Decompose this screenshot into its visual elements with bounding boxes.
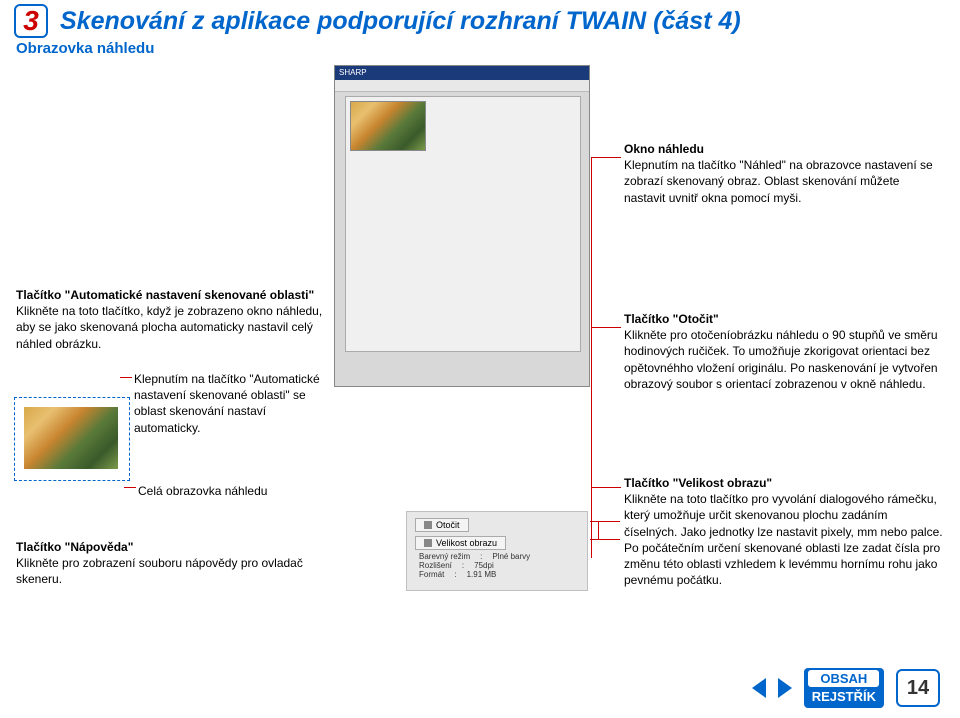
velikost-body: Klikněte na toto tlačítko pro vyvolání d… [624, 491, 944, 588]
info-v-1: 75dpi [474, 561, 494, 570]
info-k-0: Barevný režim [419, 552, 470, 561]
callout-klepnutim: Klepnutím na tlačítko "Automatické nasta… [134, 371, 334, 436]
obsah-button[interactable]: OBSAH [808, 670, 879, 687]
auto-heading: Tlačítko "Automatické nastavení skenovan… [16, 287, 336, 303]
auto-body: Klikněte na toto tlačítko, když je zobra… [16, 303, 336, 352]
next-page-button[interactable] [778, 678, 792, 698]
otocit-body: Klikněte pro otočeníobrázku náhledu o 90… [624, 327, 944, 392]
callout-otocit: Tlačítko "Otočit" Klikněte pro otočeníob… [624, 311, 944, 392]
info-k-2: Formát [419, 570, 444, 579]
chapter-title: Skenování z aplikace podporující rozhran… [60, 7, 741, 36]
preview-titlebar: SHARP [335, 66, 589, 80]
velikost-button[interactable]: Velikost obrazu [415, 536, 506, 550]
callout-line [590, 539, 620, 540]
otocit-label: Otočit [436, 520, 460, 530]
size-icon [424, 539, 432, 547]
chapter-number-badge: 3 [14, 4, 48, 38]
preview-thumbnail [350, 101, 426, 151]
info-row-1: Rozlišení : 75dpi [411, 561, 583, 570]
okno-body: Klepnutím na tlačítko "Náhled" na obrazo… [624, 157, 934, 206]
info-row-0: Barevný režim : Plné barvy [411, 552, 583, 561]
chapter-subtitle: Obrazovka náhledu [0, 38, 960, 57]
content-area: SHARP Okno náhledu Klepnutím na tlačítko… [0, 57, 960, 677]
callout-line [120, 377, 132, 378]
callout-cela-obrazovka: Celá obrazovka náhledu [138, 483, 338, 499]
preview-menubar [335, 80, 589, 92]
rejstrik-button[interactable]: REJSTŘÍK [806, 689, 882, 706]
chapter-header: 3 Skenování z aplikace podporující rozhr… [0, 0, 960, 38]
otocit-button[interactable]: Otočit [415, 518, 469, 532]
callout-auto-nastaveni: Tlačítko "Automatické nastavení skenovan… [16, 287, 336, 352]
page-number: 14 [896, 669, 940, 707]
callout-line [591, 327, 621, 328]
okno-heading: Okno náhledu [624, 141, 934, 157]
callout-line [124, 487, 136, 488]
preview-buttons-panel: Otočit Velikost obrazu Barevný režim : P… [406, 511, 588, 591]
callout-line [591, 157, 621, 158]
rotate-icon [424, 521, 432, 529]
callout-napoveda: Tlačítko "Nápověda" Klikněte pro zobraze… [16, 539, 326, 588]
index-buttons: OBSAH REJSTŘÍK [804, 668, 884, 708]
thumbnail-image [24, 407, 118, 469]
velikost-label: Velikost obrazu [436, 538, 497, 548]
velikost-heading: Tlačítko "Velikost obrazu" [624, 475, 944, 491]
info-v-2: 1.91 MB [467, 570, 497, 579]
callout-line [598, 521, 599, 539]
callout-okno-nahledu: Okno náhledu Klepnutím na tlačítko "Náhl… [624, 141, 934, 206]
info-k-1: Rozlišení [419, 561, 452, 570]
klepnutim-body: Klepnutím na tlačítko "Automatické nasta… [134, 371, 334, 436]
prev-page-button[interactable] [752, 678, 766, 698]
info-v-0: Plné barvy [492, 552, 530, 561]
footer: OBSAH REJSTŘÍK 14 [752, 668, 940, 708]
callout-line [590, 521, 620, 522]
chapter-number: 3 [23, 5, 39, 37]
preview-window: SHARP [334, 65, 590, 387]
info-row-2: Formát : 1.91 MB [411, 570, 583, 579]
callout-velikost: Tlačítko "Velikost obrazu" Klikněte na t… [624, 475, 944, 588]
callout-line [591, 487, 621, 488]
napoveda-body: Klikněte pro zobrazení souboru nápovědy … [16, 555, 326, 587]
cela-body: Celá obrazovka náhledu [138, 483, 338, 499]
napoveda-heading: Tlačítko "Nápověda" [16, 539, 326, 555]
callout-line [591, 157, 592, 557]
preview-canvas [345, 96, 581, 352]
callout-line [591, 557, 592, 558]
otocit-heading: Tlačítko "Otočit" [624, 311, 944, 327]
